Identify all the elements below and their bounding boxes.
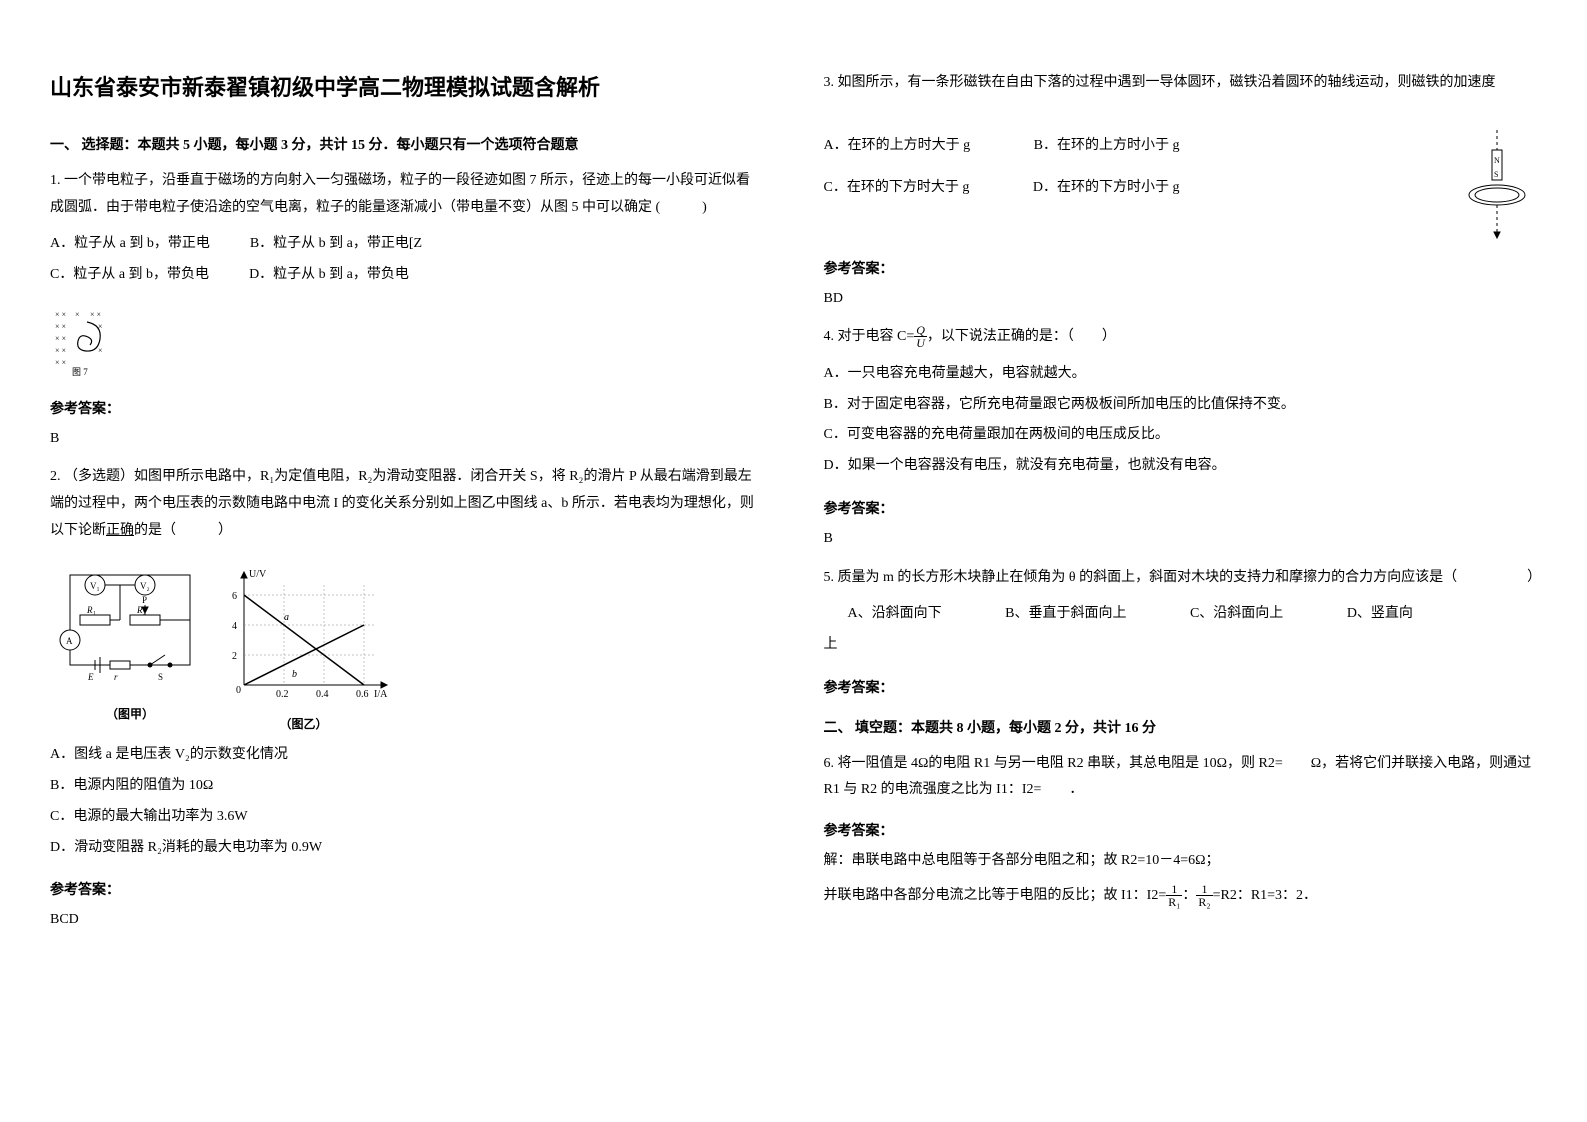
svg-text:V₂: V₂ (140, 581, 150, 591)
q3-optC: C．在环的下方时大于 g (824, 167, 970, 209)
right-column: 3. 如图所示，有一条形磁铁在自由下落的过程中遇到一导体圆环，磁铁沿着圆环的轴线… (824, 70, 1538, 1092)
q6-frac2: 1R₂ (1196, 883, 1212, 908)
q2-optD: D．滑动变阻器 R₂消耗的最大电功率为 0.9W (50, 833, 764, 864)
document-title: 山东省泰安市新泰翟镇初级中学高二物理模拟试题含解析 (50, 70, 764, 102)
svg-text:a: a (284, 612, 289, 623)
svg-text:E: E (87, 672, 94, 682)
q6-sol2: 并联电路中各部分电流之比等于电阻的反比；故 I1：I2=1R₁：1R₂=R2：R… (824, 883, 1538, 910)
q4-optA: A．一只电容充电荷量越大，电容就越大。 (824, 359, 1538, 390)
q2-fig2-label: （图乙） (214, 715, 394, 732)
q3-figure: N S (1457, 125, 1537, 250)
q3-answer-label: 参考答案： (824, 258, 1538, 278)
svg-text:r: r (114, 672, 118, 682)
svg-text:0.4: 0.4 (316, 689, 329, 700)
q1-optD: D．粒子从 b 到 a，带负电 (249, 260, 409, 291)
q4-answer: B (824, 526, 1538, 553)
q1-optC: C．粒子从 a 到 b，带负电 (50, 260, 209, 291)
q4-optD: D．如果一个电容器没有电压，就没有充电荷量，也就没有电容。 (824, 451, 1538, 482)
q3-text: 3. 如图所示，有一条形磁铁在自由下落的过程中遇到一导体圆环，磁铁沿着圆环的轴线… (824, 70, 1538, 97)
q6-text: 6. 将一阻值是 4Ω的电阻 R1 与另一电阻 R2 串联，其总电阻是 10Ω，… (824, 751, 1538, 804)
q3-block: N S A．在环的上方时大于 g B．在环的上方时小于 g C．在环的下方时大于… (824, 125, 1538, 250)
q1-optA: A．粒子从 a 到 b，带正电 (50, 229, 210, 260)
spiral-icon: × ××× × × ×× ×× × × × ×× 图 7 (50, 307, 120, 377)
svg-text:V₁: V₁ (90, 581, 100, 591)
q2-answer: BCD (50, 907, 764, 934)
q5-optB: B、垂直于斜面向上 (1005, 599, 1126, 630)
q1-options: A．粒子从 a 到 b，带正电 B．粒子从 b 到 a，带正电[Z C．粒子从 … (50, 229, 764, 291)
q4-fraction: QU (914, 324, 927, 349)
section2-header: 二、 填空题：本题共 8 小题，每小题 2 分，共计 16 分 (824, 717, 1538, 737)
svg-text:× ×: × × (55, 346, 66, 355)
q2-optC: C．电源的最大输出功率为 3.6W (50, 802, 764, 833)
q2-answer-label: 参考答案： (50, 879, 764, 899)
svg-text:0: 0 (236, 685, 241, 696)
q4-optC: C．可变电容器的充电荷量跟加在两极间的电压成反比。 (824, 420, 1538, 451)
q2-options: A．图线 a 是电压表 V₂的示数变化情况 B．电源内阻的阻值为 10Ω C．电… (50, 740, 764, 863)
q6-frac1: 1R₁ (1166, 883, 1182, 908)
svg-text:N: N (1494, 156, 1500, 165)
q2-optA: A．图线 a 是电压表 V₂的示数变化情况 (50, 740, 764, 771)
q3-optD: D．在环的下方时小于 g (1033, 167, 1180, 209)
section1-header: 一、 选择题：本题共 5 小题，每小题 3 分，共计 15 分．每小题只有一个选… (50, 134, 764, 154)
q1-text: 1. 一个带电粒子，沿垂直于磁场的方向射入一匀强磁场，粒子的一段径迹如图 7 所… (50, 168, 764, 221)
q5-answer-label: 参考答案： (824, 677, 1538, 697)
q1-optB: B．粒子从 b 到 a，带正电[Z (250, 229, 422, 260)
svg-text:S: S (1494, 170, 1498, 179)
q3-optA: A．在环的上方时大于 g (824, 125, 971, 167)
svg-text:4: 4 (232, 621, 237, 632)
svg-text:U/V: U/V (249, 569, 267, 580)
q6-sol1: 解：串联电路中总电阻等于各部分电阻之和；故 R2=10－4=6Ω； (824, 848, 1538, 875)
q5-optC: C、沿斜面向上 (1190, 599, 1283, 630)
q4-options: A．一只电容充电荷量越大，电容就越大。 B．对于固定电容器，它所充电荷量跟它两极… (824, 359, 1538, 482)
uv-graph-icon: U/V I/A 2 4 6 0.2 0.4 0.6 0 a b (214, 560, 394, 710)
q1-answer: B (50, 426, 764, 453)
q1-fig-label: 图 7 (72, 367, 88, 377)
svg-text:I/A: I/A (374, 689, 388, 700)
q5-optA: A、沿斜面向下 (848, 599, 942, 630)
svg-text:R₁: R₁ (86, 605, 96, 615)
q5-optD: D、竖直向 (1347, 599, 1413, 630)
q1-answer-label: 参考答案： (50, 398, 764, 418)
svg-text:× ×: × × (55, 310, 66, 319)
svg-text:0.6: 0.6 (356, 689, 369, 700)
svg-text:0.2: 0.2 (276, 689, 289, 700)
svg-text:× ×: × × (90, 310, 101, 319)
q2-fig1-label: （图甲） (50, 705, 210, 722)
q3-answer: BD (824, 286, 1538, 313)
q5-text: 5. 质量为 m 的长方形木块静止在倾角为 θ 的斜面上，斜面对木块的支持力和摩… (824, 565, 1538, 592)
q5-options: A、沿斜面向下 B、垂直于斜面向上 C、沿斜面向上 D、竖直向 上 (824, 599, 1538, 661)
svg-text:× ×: × × (55, 322, 66, 331)
svg-text:S: S (158, 672, 163, 682)
svg-text:2: 2 (232, 651, 237, 662)
q4-answer-label: 参考答案： (824, 498, 1538, 518)
q2-text: 2. （多选题）如图甲所示电路中，R₁为定值电阻，R₂为滑动变阻器．闭合开关 S… (50, 464, 764, 544)
svg-text:×: × (98, 346, 103, 355)
circuit-diagram-icon: V₁ V₂ R₁ R₂ P A (50, 560, 210, 700)
left-column: 山东省泰安市新泰翟镇初级中学高二物理模拟试题含解析 一、 选择题：本题共 5 小… (50, 70, 764, 1092)
q2-optB: B．电源内阻的阻值为 10Ω (50, 771, 764, 802)
svg-text:A: A (66, 636, 73, 646)
svg-text:P: P (142, 595, 147, 605)
q4-optB: B．对于固定电容器，它所充电荷量跟它两极板间所加电压的比值保持不变。 (824, 390, 1538, 421)
q3-options: A．在环的上方时大于 g B．在环的上方时小于 g C．在环的下方时大于 g D… (824, 125, 1538, 209)
svg-text:× ×: × × (55, 334, 66, 343)
magnet-ring-icon: N S (1457, 125, 1537, 245)
svg-text:×: × (75, 310, 80, 319)
q4-text: 4. 对于电容 C=QU，以下说法正确的是：（ ） (824, 324, 1538, 351)
svg-text:6: 6 (232, 591, 237, 602)
q6-solution: 解：串联电路中总电阻等于各部分电阻之和；故 R2=10－4=6Ω； 并联电路中各… (824, 848, 1538, 909)
q5-optD-cont: 上 (824, 630, 1538, 661)
svg-text:b: b (292, 669, 297, 680)
q3-optB: B．在环的上方时小于 g (1034, 125, 1180, 167)
q2-figure: V₁ V₂ R₁ R₂ P A (50, 560, 764, 732)
q1-figure: × ××× × × ×× ×× × × × ×× 图 7 (50, 307, 764, 382)
svg-text:× ×: × × (55, 358, 66, 367)
q6-answer-label: 参考答案： (824, 820, 1538, 840)
